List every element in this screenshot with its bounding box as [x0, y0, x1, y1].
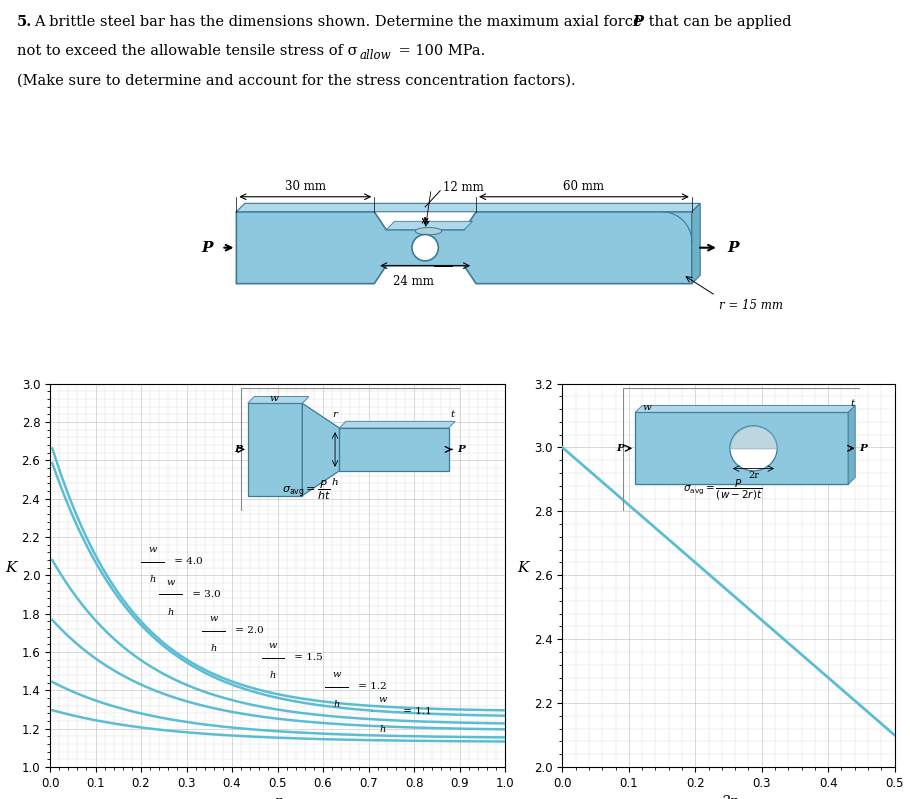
Text: h: h — [167, 608, 174, 617]
Ellipse shape — [415, 228, 441, 235]
Text: w: w — [269, 394, 278, 403]
Polygon shape — [237, 212, 692, 284]
Text: P: P — [859, 443, 867, 453]
Circle shape — [412, 235, 439, 260]
Text: = 1.5: = 1.5 — [291, 654, 323, 662]
Polygon shape — [386, 221, 472, 229]
Text: P: P — [632, 15, 643, 29]
Text: = 1.2: = 1.2 — [355, 682, 387, 691]
Text: w: w — [268, 641, 278, 650]
Polygon shape — [848, 406, 855, 484]
Text: that can be applied: that can be applied — [644, 15, 792, 29]
Text: w: w — [209, 614, 218, 623]
Text: w: w — [167, 578, 175, 586]
Text: r: r — [332, 410, 338, 419]
Polygon shape — [237, 203, 700, 212]
Text: h: h — [379, 725, 385, 733]
Text: $\sigma_\mathrm{avg} = \dfrac{P}{(w-2r)t}$: $\sigma_\mathrm{avg} = \dfrac{P}{(w-2r)t… — [682, 478, 763, 503]
Polygon shape — [302, 403, 339, 495]
Text: A brittle steel bar has the dimensions shown. Determine the maximum axial force: A brittle steel bar has the dimensions s… — [35, 15, 647, 29]
Text: $\sigma_\mathrm{avg} = \dfrac{P}{ht}$: $\sigma_\mathrm{avg} = \dfrac{P}{ht}$ — [282, 479, 331, 503]
Polygon shape — [692, 203, 700, 284]
Text: P: P — [234, 445, 241, 454]
Polygon shape — [339, 428, 449, 471]
Text: 5.: 5. — [17, 15, 32, 29]
X-axis label: r: r — [274, 795, 281, 799]
Text: P: P — [458, 445, 465, 454]
Text: P: P — [201, 240, 212, 255]
Polygon shape — [248, 396, 308, 403]
Text: w: w — [378, 695, 387, 704]
Text: 24 mm: 24 mm — [393, 275, 433, 288]
Y-axis label: K: K — [5, 561, 16, 575]
Text: h: h — [211, 644, 217, 654]
Text: h: h — [270, 671, 276, 680]
Circle shape — [730, 426, 777, 471]
Text: 2r: 2r — [748, 471, 759, 480]
Text: h: h — [332, 478, 339, 487]
Text: t: t — [851, 399, 854, 407]
Text: (Make sure to determine and account for the stress concentration factors).: (Make sure to determine and account for … — [17, 74, 575, 88]
Polygon shape — [339, 421, 455, 428]
Text: = 4.0: = 4.0 — [171, 558, 202, 566]
Polygon shape — [635, 406, 855, 412]
Bar — [635, 412, 848, 484]
Text: w: w — [148, 545, 157, 555]
Text: allow: allow — [360, 49, 391, 62]
Text: = 2.0: = 2.0 — [232, 626, 264, 635]
Text: w: w — [332, 670, 341, 679]
Text: r = 15 mm: r = 15 mm — [719, 299, 783, 312]
Text: P: P — [616, 443, 624, 453]
Text: 30 mm: 30 mm — [285, 180, 326, 193]
Text: = 100 MPa.: = 100 MPa. — [394, 44, 486, 58]
Text: t: t — [450, 410, 455, 419]
Y-axis label: K: K — [517, 561, 529, 575]
Polygon shape — [248, 403, 302, 495]
Text: w: w — [642, 403, 652, 412]
X-axis label: 2r: 2r — [721, 795, 736, 799]
Text: P: P — [728, 240, 739, 255]
Text: 12 mm: 12 mm — [443, 181, 484, 194]
Text: 60 mm: 60 mm — [563, 180, 604, 193]
Text: h: h — [334, 700, 339, 709]
Text: = 1.1: = 1.1 — [400, 707, 432, 716]
Text: = 3.0: = 3.0 — [189, 590, 220, 599]
Text: not to exceed the allowable tensile stress of σ: not to exceed the allowable tensile stre… — [17, 44, 358, 58]
Text: h: h — [149, 575, 156, 584]
